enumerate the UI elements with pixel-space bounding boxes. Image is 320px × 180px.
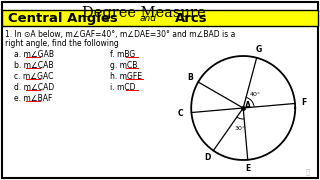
Text: e. m∠BAF: e. m∠BAF xyxy=(14,93,52,102)
Text: 1. In ⊙A below, m∠GAF=40°, m∠DAE=30° and m∠BAD is a: 1. In ⊙A below, m∠GAF=40°, m∠DAE=30° and… xyxy=(5,30,236,39)
Text: Arcs: Arcs xyxy=(175,12,208,24)
Text: A: A xyxy=(245,100,251,109)
Text: right angle, find the following: right angle, find the following xyxy=(5,39,119,48)
Text: B: B xyxy=(187,73,193,82)
Text: d. m∠CAD: d. m∠CAD xyxy=(14,82,54,91)
FancyBboxPatch shape xyxy=(2,2,318,178)
Text: a. m∠GAB: a. m∠GAB xyxy=(14,50,54,59)
Text: Central Angles: Central Angles xyxy=(8,12,118,24)
Text: G: G xyxy=(255,44,261,53)
FancyBboxPatch shape xyxy=(2,10,318,26)
Text: g. mCB: g. mCB xyxy=(110,60,137,69)
Text: 40°: 40° xyxy=(250,92,260,97)
Text: h. mGFE: h. mGFE xyxy=(110,71,142,80)
Text: 30°: 30° xyxy=(234,126,245,131)
Text: F: F xyxy=(301,98,307,107)
Text: f. mBG: f. mBG xyxy=(110,50,135,59)
Text: E: E xyxy=(246,164,251,173)
Text: 🔈: 🔈 xyxy=(306,169,310,175)
Text: b. m∠CAB: b. m∠CAB xyxy=(14,60,53,69)
Text: i. mCD: i. mCD xyxy=(110,82,135,91)
Text: C: C xyxy=(178,109,183,118)
Text: Degree Measure: Degree Measure xyxy=(82,6,206,20)
Text: c. m∠GAC: c. m∠GAC xyxy=(14,71,53,80)
Text: D: D xyxy=(204,153,211,162)
Text: and: and xyxy=(140,14,156,22)
